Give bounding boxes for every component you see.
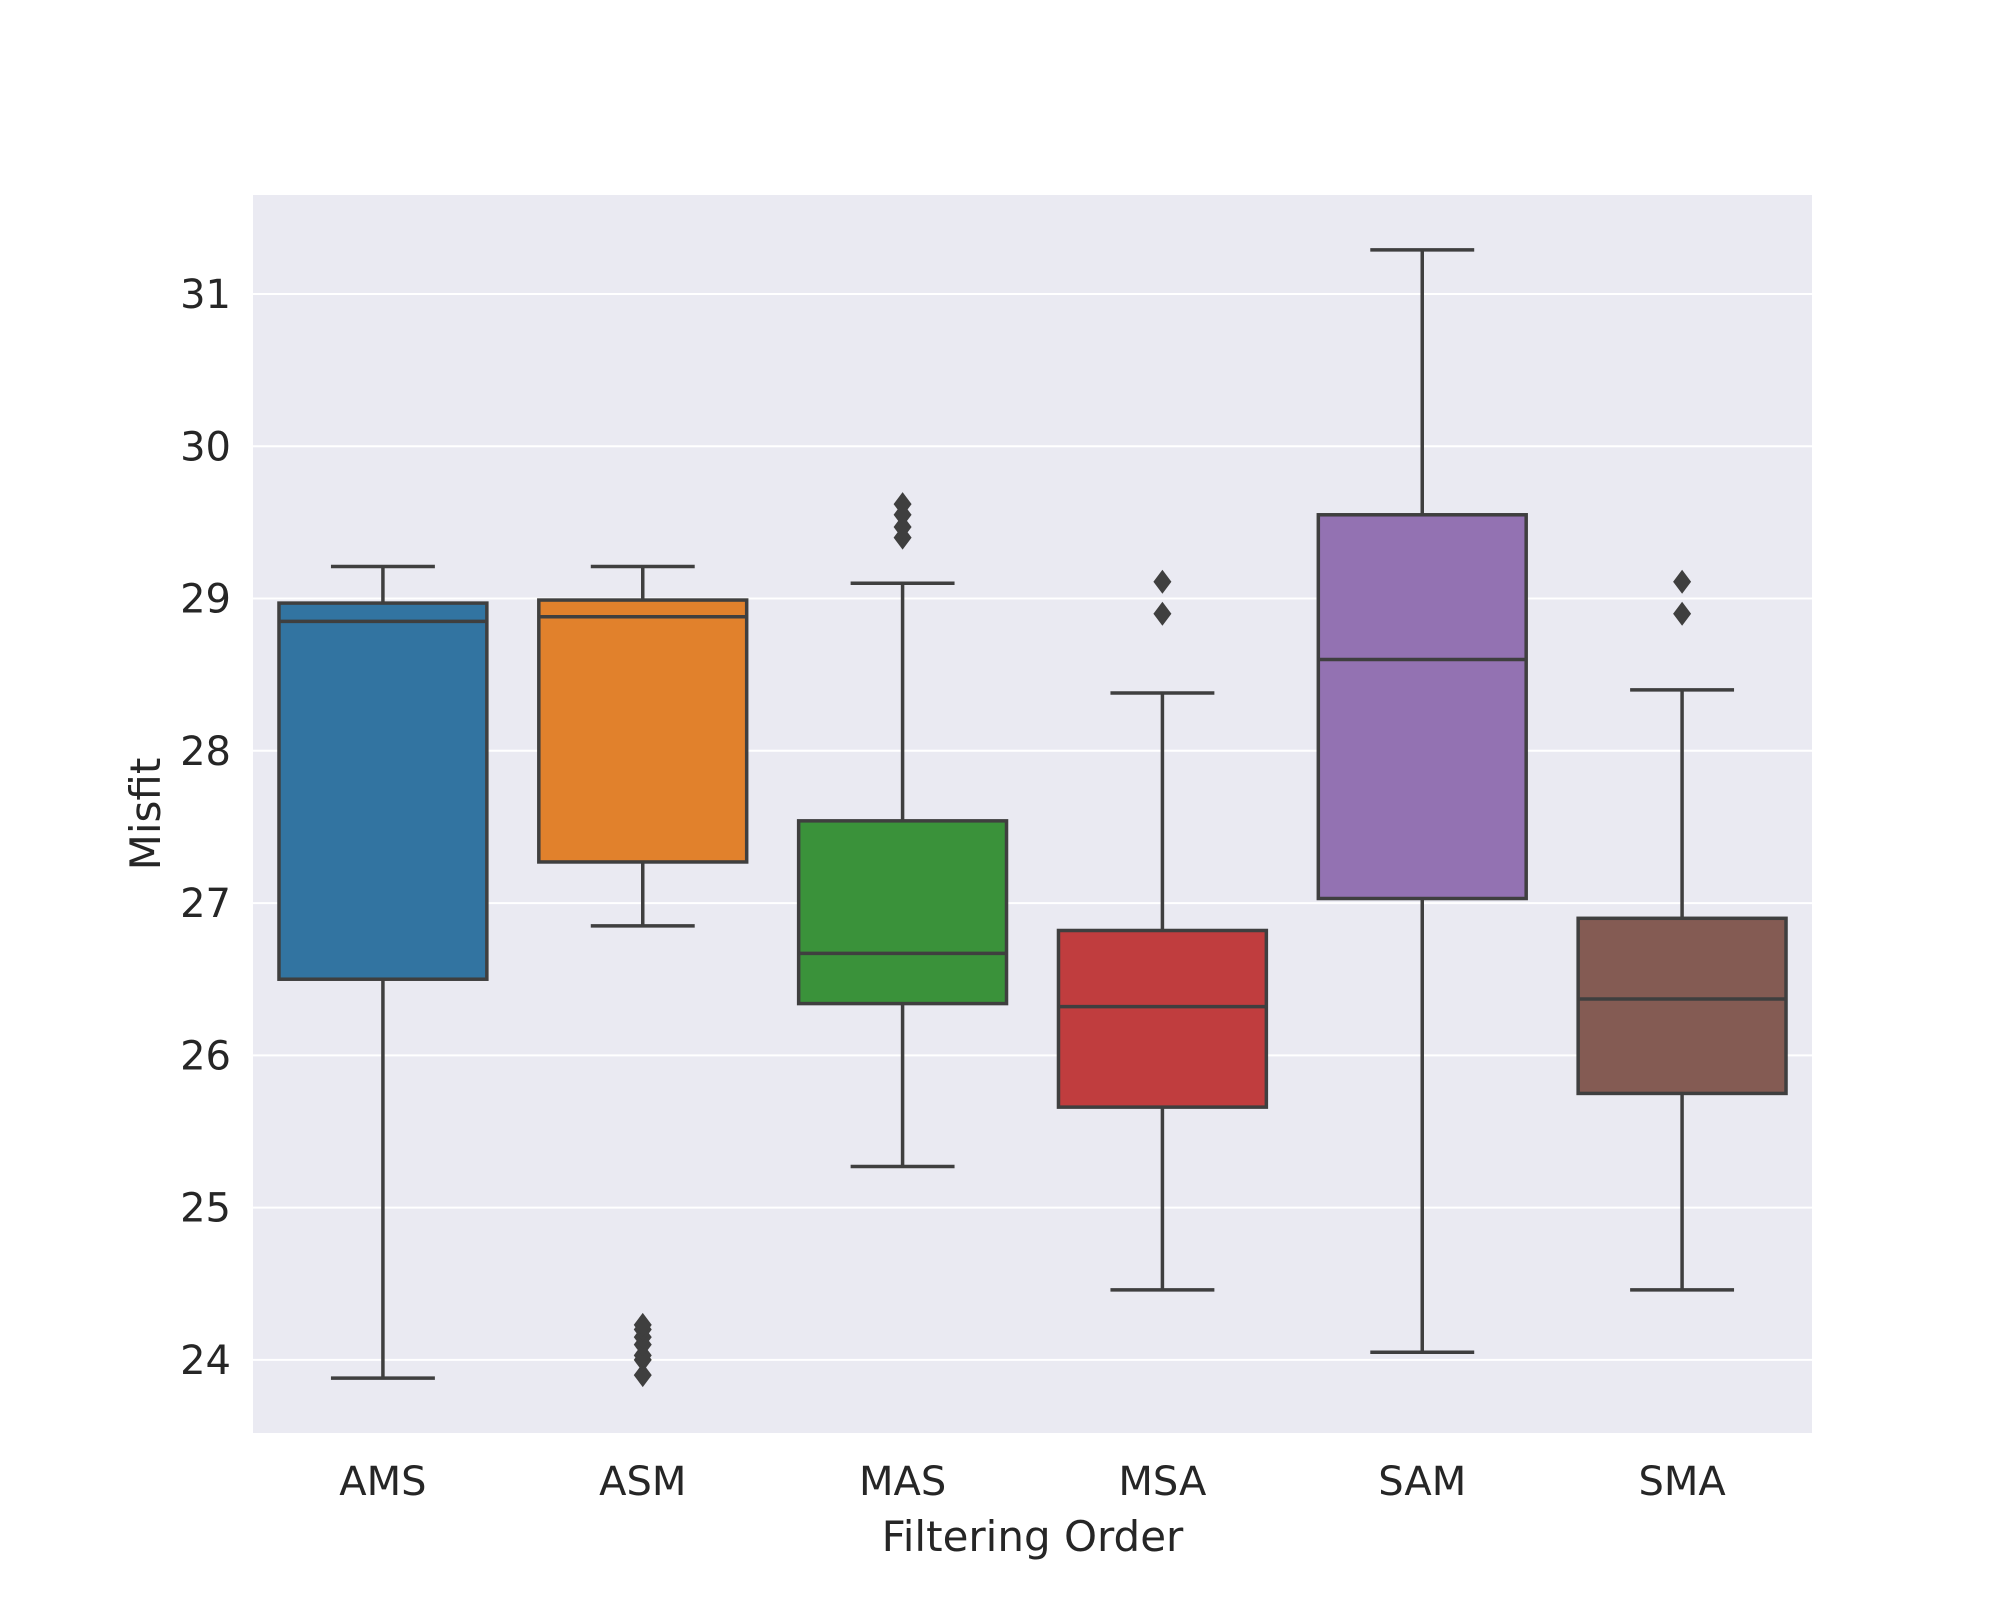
x-tick-label: MSA	[1118, 1459, 1207, 1505]
outlier-point	[893, 492, 912, 517]
y-tick-label: 29	[180, 577, 231, 623]
y-tick-label: 26	[180, 1033, 231, 1079]
x-tick-label: AMS	[339, 1459, 426, 1505]
outlier-point	[893, 514, 912, 539]
y-tick-label: 28	[180, 729, 231, 775]
y-tick-label: 25	[180, 1186, 231, 1232]
box-sma	[1576, 569, 1788, 1292]
box-mas	[796, 492, 1009, 1169]
outlier-point	[633, 1363, 652, 1388]
x-tick-labels: AMS ASM MAS MSA SAM SMA	[339, 1459, 1726, 1505]
x-tick-label: SAM	[1378, 1459, 1466, 1505]
box-msa	[1056, 569, 1269, 1292]
box-iqr	[1576, 916, 1788, 1096]
box-iqr	[796, 819, 1009, 1006]
grid-lines	[253, 292, 1812, 1361]
outlier-point	[1673, 601, 1692, 626]
box-iqr	[1316, 513, 1528, 901]
box-iqr	[277, 601, 489, 981]
y-tick-label: 24	[180, 1338, 231, 1384]
plot-area	[253, 195, 1812, 1433]
y-tick-label: 30	[180, 424, 231, 470]
y-axis-label: Misfit	[121, 758, 170, 871]
outlier-point	[633, 1312, 652, 1337]
box-iqr	[1056, 928, 1269, 1109]
outlier-point	[1153, 569, 1172, 594]
y-tick-label: 27	[180, 881, 231, 927]
x-tick-label: SMA	[1638, 1459, 1726, 1505]
box-asm	[537, 564, 749, 1388]
box-iqr	[537, 598, 749, 864]
y-tick-label: 31	[180, 272, 231, 318]
x-axis-label: Filtering Order	[882, 1512, 1184, 1561]
boxes	[277, 248, 1788, 1388]
x-tick-label: ASM	[599, 1459, 686, 1505]
y-tick-labels: 24 25 26 27 28 29 30 31	[180, 272, 231, 1384]
box-ams	[277, 564, 489, 1380]
outlier-point	[1673, 569, 1692, 594]
x-tick-label: MAS	[859, 1459, 946, 1505]
outlier-point	[1153, 601, 1172, 626]
box-sam	[1316, 248, 1528, 1355]
